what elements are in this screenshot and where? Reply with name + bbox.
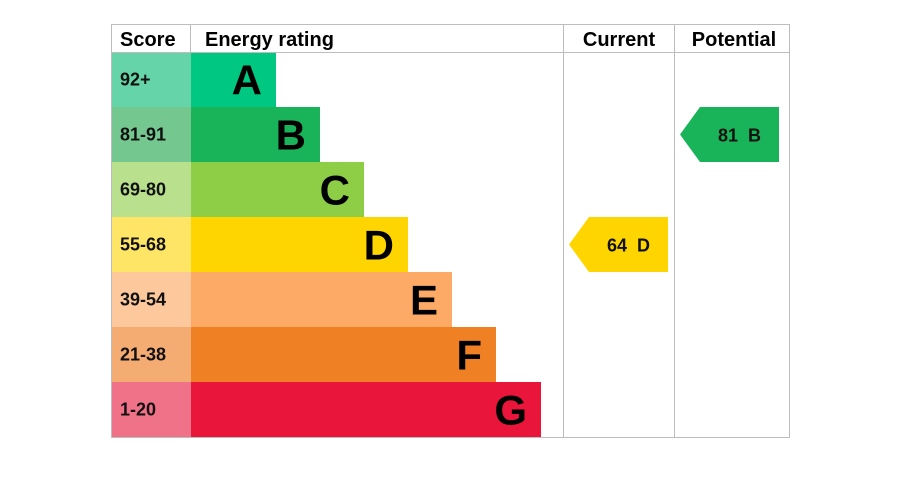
score-range-b: 81-91 (120, 125, 166, 145)
indicators-group: 64 D 81 B (569, 107, 779, 272)
band-letter-g: G (494, 387, 527, 434)
band-bar-g (191, 382, 541, 437)
potential-header: Potential (692, 29, 776, 51)
band-bar-e (191, 272, 452, 327)
potential-rating-label: 81 B (718, 126, 761, 146)
band-letter-d: D (364, 222, 394, 269)
band-bar-d (191, 217, 408, 272)
table-grid (111, 24, 790, 438)
band-letter-b: B (276, 112, 306, 159)
band-letter-c: C (320, 167, 350, 214)
current-rating-label: 64 D (607, 236, 650, 256)
band-letter-e: E (410, 277, 438, 324)
band-letter-f: F (456, 332, 482, 379)
score-cell-d (111, 217, 191, 272)
current-rating-arrow (569, 217, 668, 272)
score-cell-b (111, 107, 191, 162)
score-cell-g (111, 382, 191, 437)
current-header: Current (583, 29, 656, 51)
score-range-a: 92+ (120, 70, 151, 90)
band-letter-a: A (232, 57, 262, 104)
score-cell-f (111, 327, 191, 382)
band-bar-f (191, 327, 496, 382)
score-range-g: 1-20 (120, 400, 156, 420)
band-bar-c (191, 162, 364, 217)
bands-group: 92+ A 81-91 B 69-80 C 55-68 D 39-54 E 21-38 F 1-20 G (111, 52, 541, 437)
score-cell-c (111, 162, 191, 217)
score-cell-a (111, 52, 191, 107)
score-range-e: 39-54 (120, 290, 166, 310)
score-range-d: 55-68 (120, 235, 166, 255)
score-range-f: 21-38 (120, 345, 166, 365)
score-header: Score (120, 29, 176, 51)
energy-rating-header: Energy rating (205, 29, 334, 51)
band-bar-b (191, 107, 320, 162)
score-cell-e (111, 272, 191, 327)
potential-rating-arrow (680, 107, 779, 162)
score-range-c: 69-80 (120, 180, 166, 200)
band-bar-a (191, 52, 276, 107)
